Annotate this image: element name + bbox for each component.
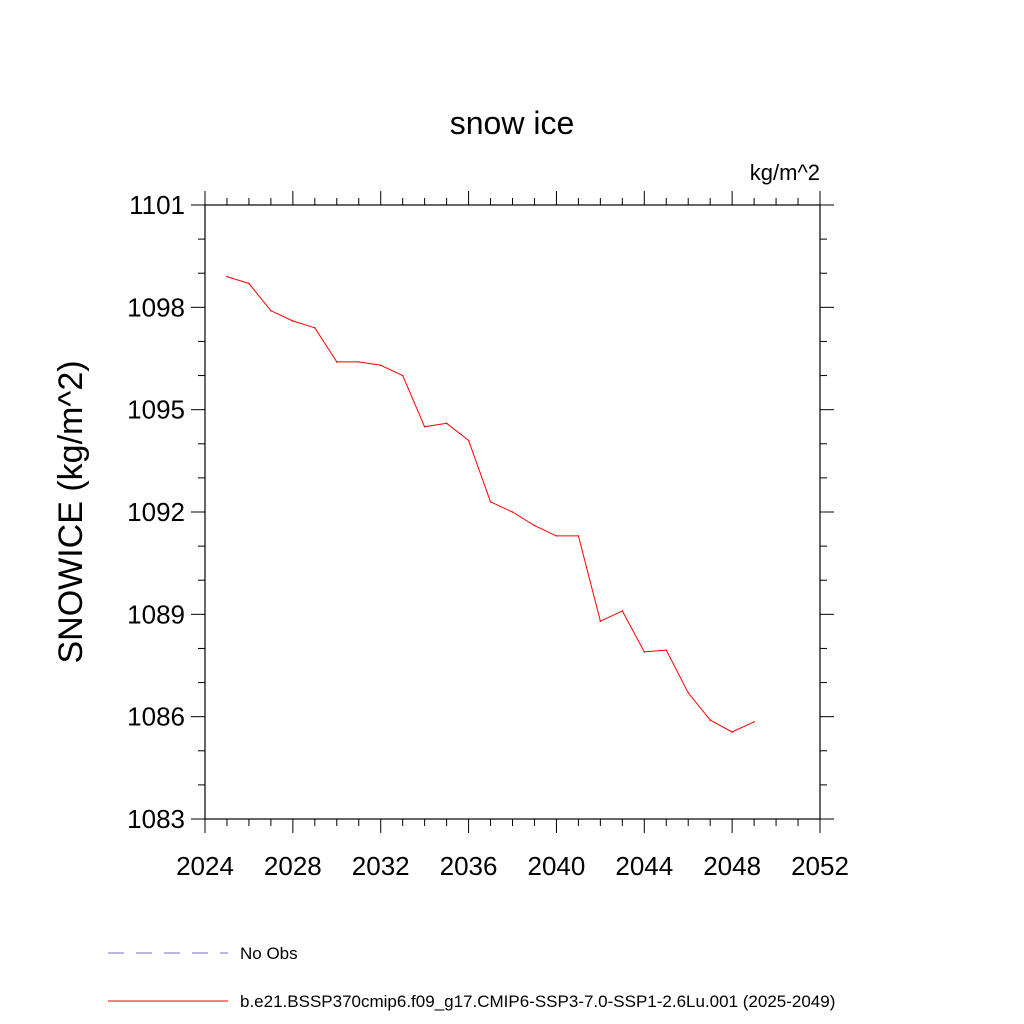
data-point	[533, 524, 536, 527]
data-point	[226, 275, 228, 278]
y-tick-label: 1086	[127, 702, 185, 732]
data-point	[423, 425, 426, 428]
data-point	[731, 731, 733, 733]
x-tick-label: 2024	[176, 851, 234, 881]
series-line-0	[226, 276, 755, 733]
data-point	[709, 719, 711, 721]
data-point	[511, 511, 514, 513]
data-point	[357, 361, 360, 363]
legend-label-no-obs: No Obs	[240, 944, 298, 963]
legend-label-model-run: b.e21.BSSP370cmip6.f09_g17.CMIP6-SSP3-7.…	[240, 992, 835, 1011]
data-point	[665, 649, 668, 651]
y-tick-label: 1095	[127, 395, 185, 425]
series-layer	[226, 275, 755, 733]
data-point	[489, 500, 492, 503]
data-point	[335, 361, 338, 363]
data-point	[621, 610, 624, 612]
y-tick-label: 1089	[127, 599, 185, 629]
data-point	[555, 535, 558, 537]
data-point	[599, 620, 602, 622]
data-point	[643, 651, 646, 653]
data-point	[248, 282, 250, 285]
y-tick-label: 1098	[127, 292, 185, 322]
y-axis-label: SNOWICE (kg/m^2)	[52, 360, 90, 663]
data-point	[270, 309, 272, 312]
x-tick-label: 2048	[703, 851, 761, 881]
legend: No Obs b.e21.BSSP370cmip6.f09_g17.CMIP6-…	[108, 944, 835, 1011]
x-tick-label: 2036	[440, 851, 498, 881]
y-axis-ticks: 1083 1086 1089 1092 1095 1098 1101	[127, 190, 834, 834]
data-point	[379, 364, 382, 367]
x-axis-ticks: 2024 2028 2032 2036 2040 2044 2048 2052	[176, 191, 849, 881]
units-label: kg/m^2	[750, 160, 820, 185]
x-tick-label: 2028	[264, 851, 322, 881]
y-tick-label: 1101	[129, 190, 185, 220]
data-point	[401, 374, 404, 377]
y-tick-label: 1092	[127, 497, 185, 527]
chart-title: snow ice	[450, 105, 575, 141]
data-point	[753, 720, 755, 723]
data-point	[445, 422, 448, 425]
data-point	[292, 320, 294, 322]
x-tick-label: 2040	[528, 851, 586, 881]
x-tick-label: 2032	[352, 851, 410, 881]
x-tick-label: 2052	[791, 851, 849, 881]
x-tick-label: 2044	[615, 851, 673, 881]
data-point	[467, 439, 470, 442]
data-point	[577, 535, 580, 537]
data-point	[687, 691, 690, 694]
data-point	[314, 327, 316, 329]
y-tick-label: 1083	[127, 804, 185, 834]
